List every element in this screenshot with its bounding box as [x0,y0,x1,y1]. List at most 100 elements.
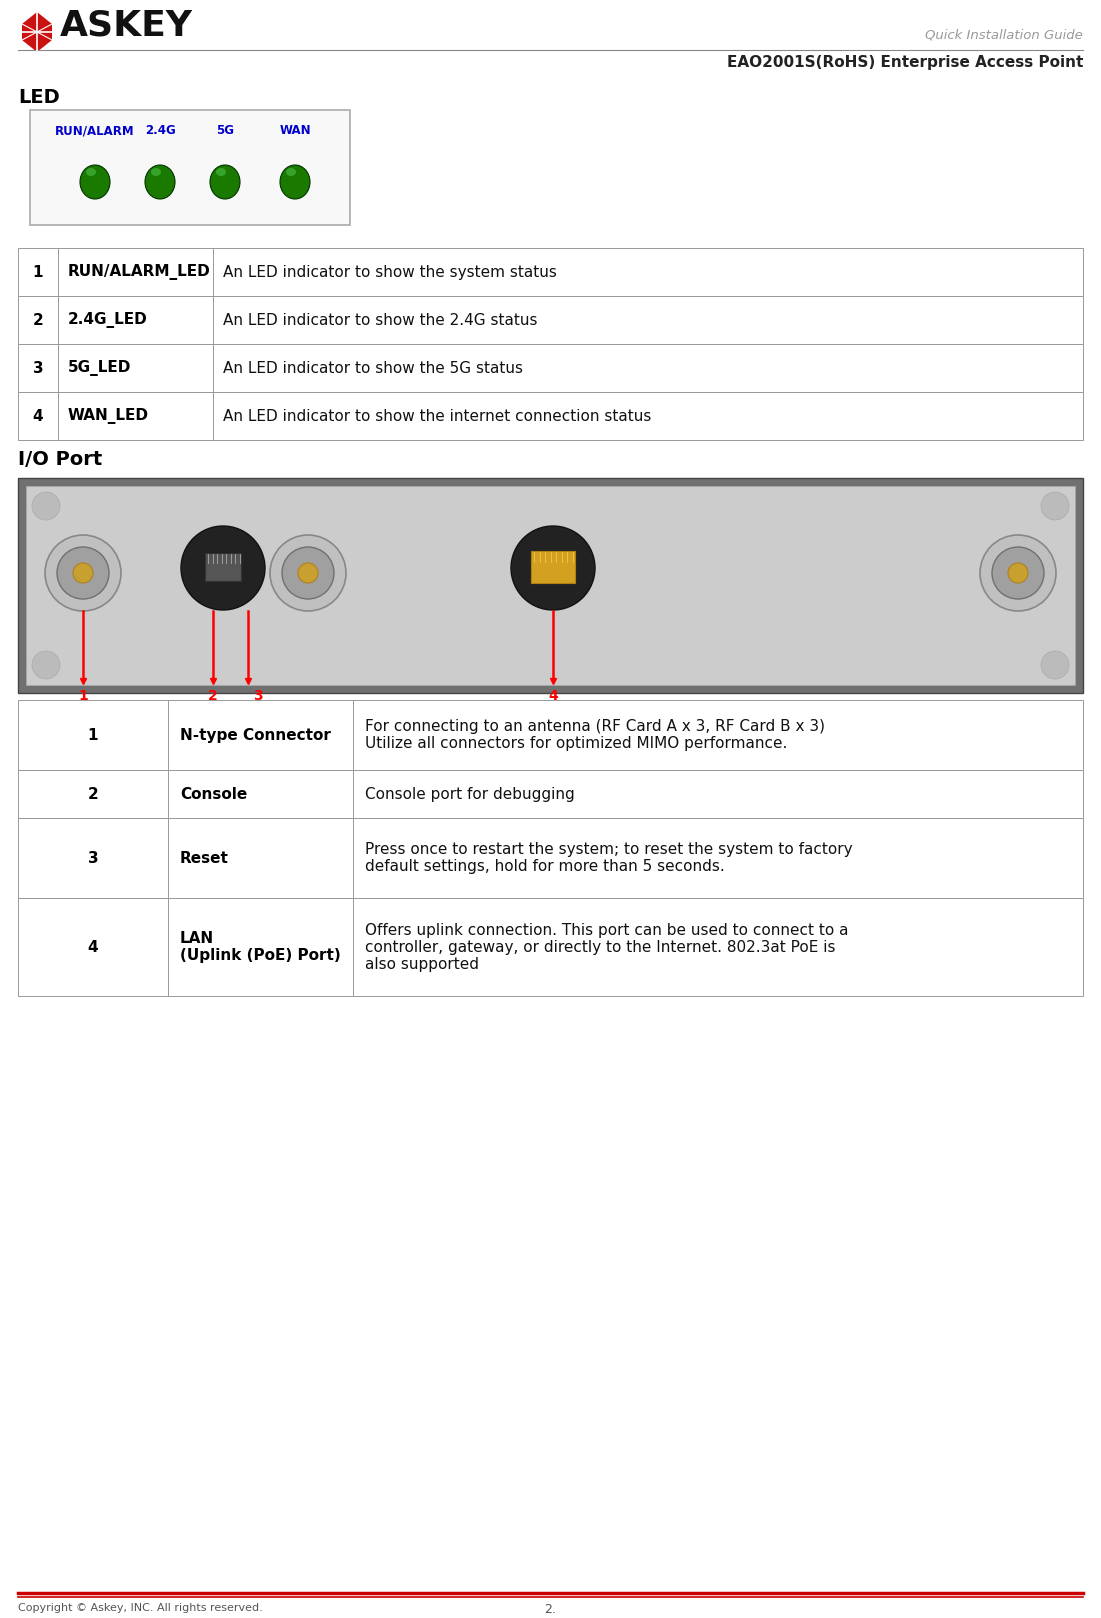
Ellipse shape [280,165,310,199]
Text: 2.: 2. [544,1603,556,1616]
Circle shape [73,563,92,582]
Text: 3: 3 [253,689,263,702]
Bar [18,477,1083,693]
Text: Reset: Reset [179,851,229,866]
Text: default settings, hold for more than 5 seconds.: default settings, hold for more than 5 s… [366,859,724,874]
Bar [18,392,1083,440]
Text: 3: 3 [88,851,98,866]
Text: Copyright © Askey, INC. All rights reserved.: Copyright © Askey, INC. All rights reser… [18,1603,263,1613]
Bar [531,552,575,582]
Point [201,553,215,573]
Bar [18,819,1083,898]
Text: WAN_LED: WAN_LED [68,408,149,424]
Point [224,544,237,563]
Point [527,542,541,561]
Point [233,544,247,563]
Text: ASKEY: ASKEY [59,8,193,42]
Ellipse shape [145,165,175,199]
Text: An LED indicator to show the internet connection status: An LED indicator to show the internet co… [224,408,652,424]
Circle shape [980,536,1056,612]
Point [210,544,224,563]
Text: RUN/ALARM: RUN/ALARM [55,125,134,138]
Bar [26,485,1075,684]
Circle shape [181,526,265,610]
Point [544,542,557,561]
Circle shape [992,547,1044,599]
Text: LAN: LAN [179,930,214,947]
Bar [18,296,1083,345]
Text: 4: 4 [548,689,558,702]
Bar [30,110,350,225]
Point [206,553,219,573]
Point [210,553,224,573]
Bar [18,898,1083,997]
Point [233,553,247,573]
Point [533,542,546,561]
Point [533,552,546,571]
Circle shape [57,547,109,599]
Bar [205,553,241,581]
Text: 4: 4 [33,408,43,424]
Text: N-type Connector: N-type Connector [179,728,331,743]
Point [228,544,241,563]
Point [555,552,568,571]
Circle shape [298,563,318,582]
Text: 2.4G_LED: 2.4G_LED [68,312,148,328]
Text: 1: 1 [33,264,43,280]
Text: 2: 2 [88,786,98,801]
Point [566,552,579,571]
Point [527,552,541,571]
Circle shape [282,547,334,599]
Point [555,542,568,561]
Text: 4: 4 [88,940,98,955]
Text: Press once to restart the system; to reset the system to factory: Press once to restart the system; to res… [366,841,852,858]
Circle shape [511,526,595,610]
Point [224,553,237,573]
Point [549,542,563,561]
Point [560,542,574,561]
Text: 1: 1 [88,728,98,743]
Text: 5G: 5G [216,125,235,138]
Text: An LED indicator to show the system status: An LED indicator to show the system stat… [224,264,557,280]
Text: An LED indicator to show the 2.4G status: An LED indicator to show the 2.4G status [224,312,537,327]
Text: Offers uplink connection. This port can be used to connect to a: Offers uplink connection. This port can … [366,922,849,937]
Circle shape [32,492,59,519]
Polygon shape [22,11,52,52]
Point [215,544,228,563]
Circle shape [45,536,121,612]
Text: WAN: WAN [280,125,310,138]
Point [219,544,232,563]
Point [566,542,579,561]
Text: Quick Installation Guide: Quick Installation Guide [925,28,1083,40]
Text: 1: 1 [78,689,88,702]
Text: Utilize all connectors for optimized MIMO performance.: Utilize all connectors for optimized MIM… [366,736,787,751]
Ellipse shape [286,168,296,176]
Ellipse shape [210,165,240,199]
Ellipse shape [86,168,96,176]
Point [228,553,241,573]
Text: 3: 3 [33,361,43,375]
Point [538,552,552,571]
Text: also supported: also supported [366,956,479,971]
Text: 2: 2 [33,312,43,327]
Text: Console: Console [179,786,248,801]
Circle shape [1042,650,1069,680]
Text: RUN/ALARM_LED: RUN/ALARM_LED [68,264,210,280]
Text: 2.4G: 2.4G [144,125,175,138]
Point [215,553,228,573]
Point [560,552,574,571]
Ellipse shape [216,168,226,176]
Text: For connecting to an antenna (RF Card A x 3, RF Card B x 3): For connecting to an antenna (RF Card A … [366,718,825,735]
Text: EAO2001S(RoHS) Enterprise Access Point: EAO2001S(RoHS) Enterprise Access Point [727,55,1083,70]
Text: An LED indicator to show the 5G status: An LED indicator to show the 5G status [224,361,523,375]
Text: I/O Port: I/O Port [18,450,102,469]
Text: Console port for debugging: Console port for debugging [366,786,575,801]
Bar [18,345,1083,392]
Text: 2: 2 [208,689,218,702]
Text: controller, gateway, or directly to the Internet. 802.3at PoE is: controller, gateway, or directly to the … [366,940,836,955]
Text: 5G_LED: 5G_LED [68,359,131,375]
Point [544,552,557,571]
Bar [18,770,1083,819]
Ellipse shape [80,165,110,199]
Point [206,544,219,563]
